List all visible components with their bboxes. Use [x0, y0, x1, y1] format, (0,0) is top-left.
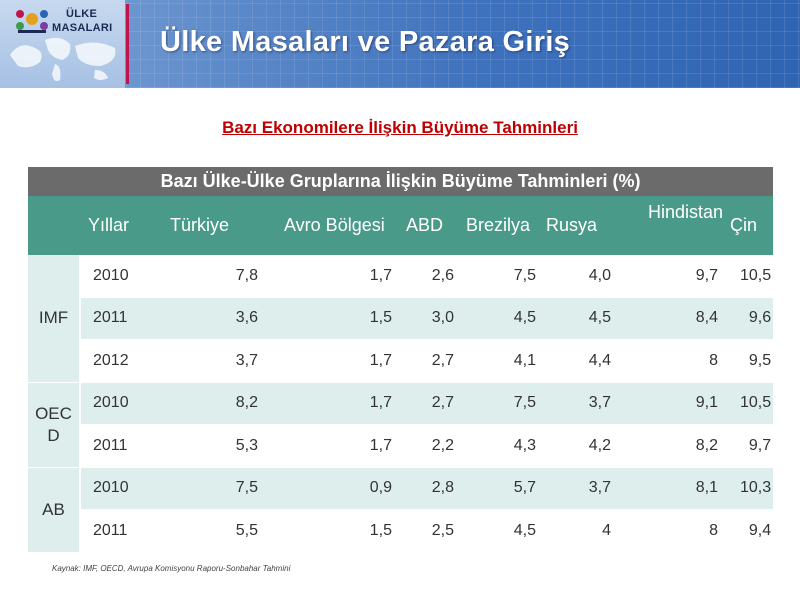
value-cell: 4: [546, 509, 626, 553]
value-cell: 3,7: [546, 467, 626, 510]
table-row: OEC D 2010 8,2 1,7 2,7 7,5 3,7 9,1 10,5: [28, 382, 774, 468]
value-cell: 8: [626, 509, 728, 553]
value-cell: 5,7: [464, 467, 546, 510]
value-cell: 8: [626, 339, 728, 383]
value-cell: 8,2: [626, 424, 728, 468]
column-header: Yıllar: [80, 196, 164, 255]
header-pattern: [0, 0, 800, 88]
value-cell: 7,5: [164, 467, 268, 510]
value-cell: 4,5: [464, 509, 546, 553]
growth-table-wrapper: Bazı Ülke-Ülke Gruplarına İlişkin Büyüme…: [28, 167, 774, 553]
value-cell: 2,7: [404, 382, 464, 425]
column-header: Hindistan: [626, 196, 728, 255]
value-cell: 10,5: [728, 255, 774, 298]
year-cell: 2010: [80, 467, 164, 510]
group-label: OEC D: [28, 382, 81, 468]
logo-divider: [126, 4, 129, 84]
table-row: IMF 2010 7,8 1,7 2,6 7,5 4,0 9,7 10,5: [28, 255, 774, 383]
value-cell: 2,6: [404, 255, 464, 298]
value-cell: 9,7: [626, 255, 728, 298]
value-cell: 4,5: [464, 297, 546, 340]
value-cell: 3,6: [164, 297, 268, 340]
value-cell: 2,7: [404, 339, 464, 383]
header-banner: ÜLKE MASALARI Ülke Masaları ve Pazara Gi…: [0, 0, 800, 88]
value-cell: 10,3: [728, 467, 774, 510]
logo-icon: [16, 10, 48, 33]
table-header-row: Yıllar Türkiye Avro Bölgesi ABD Brezilya…: [28, 196, 774, 255]
header-empty: [28, 196, 80, 255]
value-cell: 8,4: [626, 297, 728, 340]
value-cell: 1,7: [268, 382, 404, 425]
column-header: Çin: [728, 196, 774, 255]
value-cell: 5,5: [164, 509, 268, 553]
value-cell: 9,7: [728, 424, 774, 468]
column-header: Brezilya: [464, 196, 546, 255]
value-cell: 7,8: [164, 255, 268, 298]
source-note: Kaynak: IMF, OECD, Avrupa Komisyonu Rapo…: [52, 564, 291, 573]
table-row: AB 2010 7,5 0,9 2,8 5,7 3,7 8,1 10,3: [28, 467, 774, 553]
year-cell: 2010: [80, 382, 164, 425]
group-label: IMF: [28, 255, 81, 383]
value-cell: 4,1: [464, 339, 546, 383]
table-row: 2011 3,6 1,5 3,0 4,5 4,5 8,4 9,6: [28, 297, 774, 340]
column-header: Türkiye: [164, 196, 268, 255]
value-cell: 4,5: [546, 297, 626, 340]
value-cell: 2,5: [404, 509, 464, 553]
value-cell: 4,2: [546, 424, 626, 468]
value-cell: 9,6: [728, 297, 774, 340]
growth-table: Bazı Ülke-Ülke Gruplarına İlişkin Büyüme…: [28, 167, 774, 553]
value-cell: 9,1: [626, 382, 728, 425]
value-cell: 1,5: [268, 509, 404, 553]
value-cell: 1,7: [268, 339, 404, 383]
value-cell: 3,7: [164, 339, 268, 383]
value-cell: 8,1: [626, 467, 728, 510]
page-title: Bazı Ekonomilere İlişkin Büyüme Tahminle…: [222, 118, 578, 137]
value-cell: 1,7: [268, 255, 404, 298]
table-row: 2011 5,5 1,5 2,5 4,5 4 8 9,4: [28, 509, 774, 553]
table-row: 2012 3,7 1,7 2,7 4,1 4,4 8 9,5: [28, 339, 774, 383]
value-cell: 0,9: [268, 467, 404, 510]
table-row: 2011 5,3 1,7 2,2 4,3 4,2 8,2 9,7: [28, 424, 774, 468]
group-label: AB: [28, 467, 81, 553]
value-cell: 1,5: [268, 297, 404, 340]
column-header: ABD: [404, 196, 464, 255]
table-caption: Bazı Ülke-Ülke Gruplarına İlişkin Büyüme…: [28, 167, 774, 196]
value-cell: 4,0: [546, 255, 626, 298]
logo-text-line2: MASALARI: [52, 22, 113, 34]
value-cell: 2,2: [404, 424, 464, 468]
value-cell: 8,2: [164, 382, 268, 425]
value-cell: 10,5: [728, 382, 774, 425]
value-cell: 9,4: [728, 509, 774, 553]
value-cell: 7,5: [464, 255, 546, 298]
year-cell: 2010: [80, 255, 164, 298]
value-cell: 1,7: [268, 424, 404, 468]
value-cell: 2,8: [404, 467, 464, 510]
value-cell: 5,3: [164, 424, 268, 468]
value-cell: 9,5: [728, 339, 774, 383]
logo-panel: ÜLKE MASALARI: [0, 0, 125, 88]
year-cell: 2011: [80, 424, 164, 468]
year-cell: 2011: [80, 297, 164, 340]
logo-text-line1: ÜLKE: [66, 8, 98, 20]
header-title: Ülke Masaları ve Pazara Giriş: [160, 26, 571, 58]
value-cell: 3,7: [546, 382, 626, 425]
column-header: Avro Bölgesi: [268, 196, 404, 255]
value-cell: 7,5: [464, 382, 546, 425]
year-cell: 2011: [80, 509, 164, 553]
value-cell: 4,3: [464, 424, 546, 468]
year-cell: 2012: [80, 339, 164, 383]
world-map-icon: [10, 37, 116, 82]
column-header: Rusya: [546, 196, 626, 255]
value-cell: 4,4: [546, 339, 626, 383]
value-cell: 3,0: [404, 297, 464, 340]
